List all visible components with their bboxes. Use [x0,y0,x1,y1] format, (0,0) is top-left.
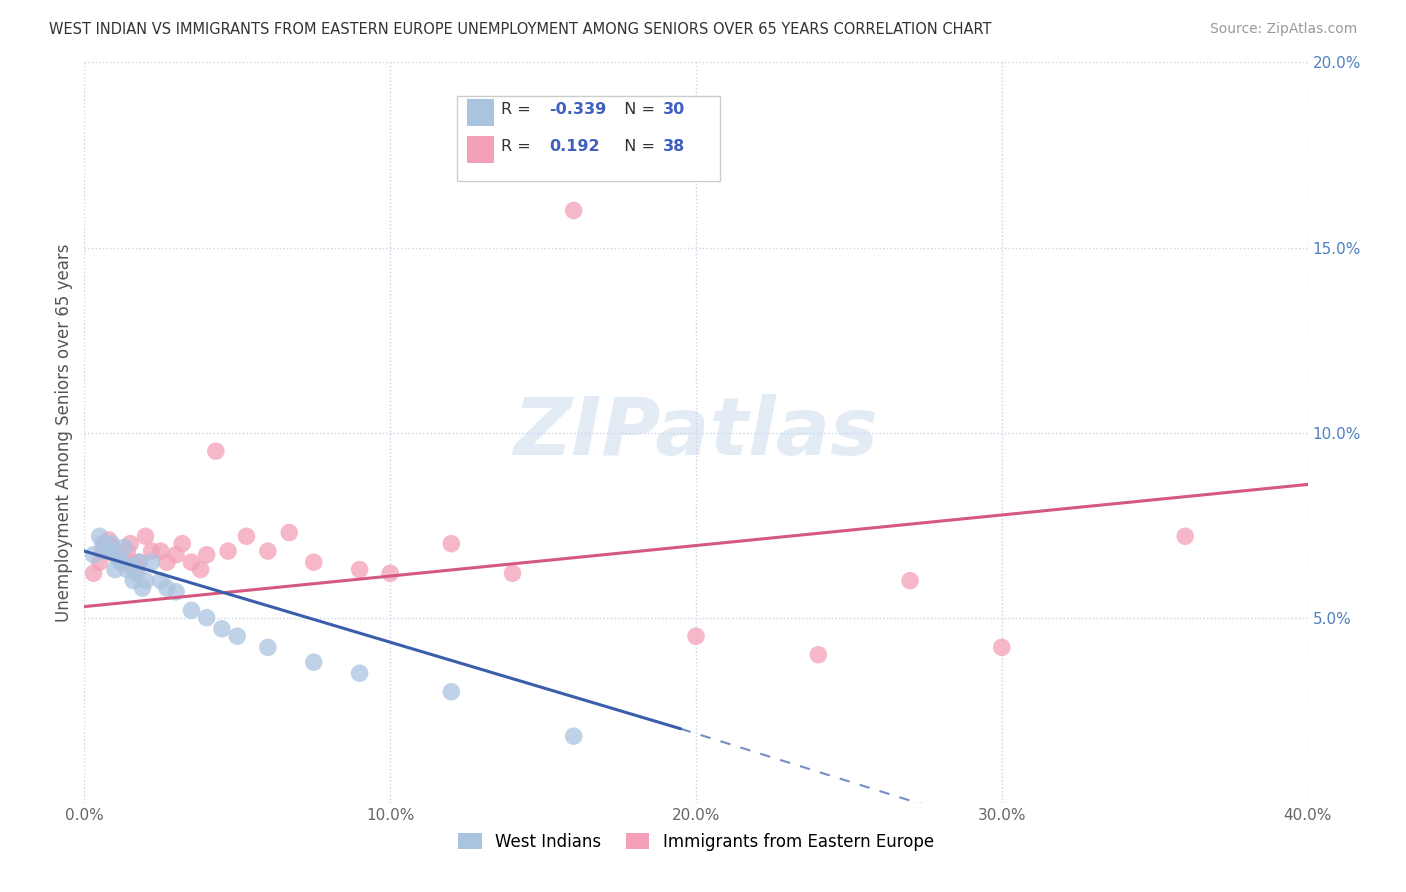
Point [180,603,202,617]
Point [172,536,194,550]
Point [205,444,228,458]
Point [115,563,138,577]
Y-axis label: Unemployment Among Seniors over 65 years: Unemployment Among Seniors over 65 years [55,244,73,622]
Text: N =: N = [614,102,661,117]
Point [101,536,124,550]
Text: 30: 30 [664,102,685,117]
Point [190,563,212,577]
Point [120,536,142,550]
Point [165,548,187,562]
Point [89,555,111,569]
Point [562,729,585,743]
Point [128,555,150,569]
Point [211,622,233,636]
Point [257,544,280,558]
Point [217,544,239,558]
Point [91,536,114,550]
Point [562,203,585,218]
Point [991,640,1014,655]
Point [807,648,830,662]
Point [440,536,463,550]
Point [149,544,172,558]
FancyBboxPatch shape [467,99,494,126]
Point [110,555,132,569]
Point [115,544,138,558]
Point [349,666,371,681]
Point [165,584,187,599]
Point [149,574,172,588]
Point [83,548,105,562]
FancyBboxPatch shape [467,136,494,162]
Point [125,566,148,581]
FancyBboxPatch shape [457,95,720,181]
Point [1174,529,1197,543]
Point [110,555,132,569]
Point [122,574,145,588]
Point [97,533,120,547]
Point [112,541,135,555]
Point [226,629,249,643]
Point [257,640,280,655]
Text: Source: ZipAtlas.com: Source: ZipAtlas.com [1209,22,1357,37]
Point [104,548,127,562]
Point [120,558,142,573]
Text: 0.192: 0.192 [550,138,600,153]
Point [122,555,145,569]
Text: R =: R = [502,138,536,153]
Point [349,563,371,577]
Point [380,566,402,581]
Point [94,536,117,550]
Point [101,541,124,555]
Point [302,555,325,569]
Point [502,566,524,581]
Point [131,581,153,595]
Point [235,529,257,543]
Point [302,655,325,669]
Point [180,555,202,569]
Point [128,555,150,569]
Point [104,563,127,577]
Text: N =: N = [614,138,661,153]
Point [440,685,463,699]
Point [94,544,117,558]
Point [898,574,921,588]
Text: R =: R = [502,102,536,117]
Point [89,529,111,543]
Point [278,525,301,540]
Point [83,566,105,581]
Legend: West Indians, Immigrants from Eastern Europe: West Indians, Immigrants from Eastern Eu… [451,826,941,857]
Point [91,544,114,558]
Point [156,581,179,595]
Text: WEST INDIAN VS IMMIGRANTS FROM EASTERN EUROPE UNEMPLOYMENT AMONG SENIORS OVER 65: WEST INDIAN VS IMMIGRANTS FROM EASTERN E… [49,22,991,37]
Point [97,544,120,558]
Point [156,555,179,569]
Text: 38: 38 [664,138,685,153]
Point [135,529,157,543]
Point [141,544,163,558]
Point [135,574,157,588]
Point [195,610,218,624]
Text: ZIPatlas: ZIPatlas [513,393,879,472]
Point [195,548,218,562]
Point [141,555,163,569]
Text: -0.339: -0.339 [550,102,606,117]
Point [125,563,148,577]
Point [107,551,129,566]
Point [685,629,707,643]
